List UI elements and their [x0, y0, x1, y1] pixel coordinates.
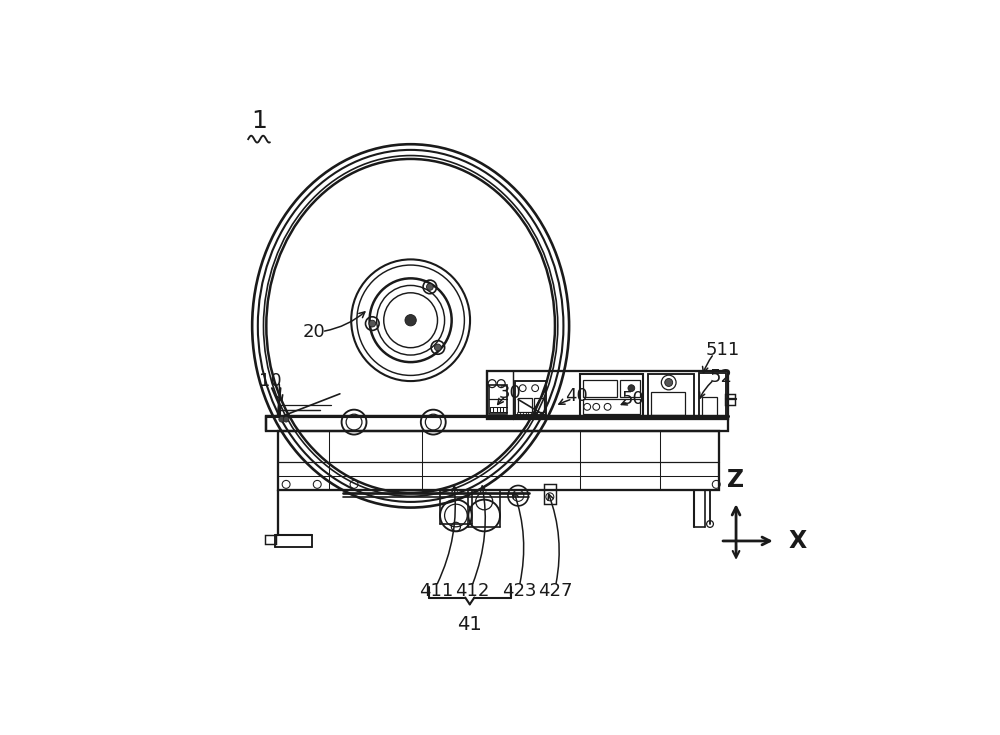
Circle shape: [279, 417, 284, 422]
Circle shape: [369, 320, 376, 327]
Text: 30: 30: [498, 384, 521, 402]
Circle shape: [405, 315, 416, 326]
Bar: [489, 385, 507, 414]
Text: 427: 427: [538, 581, 573, 600]
Bar: [266, 417, 728, 431]
Text: 412: 412: [455, 581, 489, 600]
Bar: [580, 374, 643, 417]
Text: X: X: [788, 529, 806, 553]
Bar: [515, 381, 546, 415]
Text: 52: 52: [709, 368, 732, 386]
Bar: [278, 431, 719, 490]
Bar: [699, 373, 726, 419]
Bar: [725, 394, 735, 405]
Bar: [518, 398, 532, 412]
Text: 411: 411: [419, 581, 453, 600]
Circle shape: [628, 384, 635, 392]
Bar: [534, 398, 544, 412]
Text: 423: 423: [502, 581, 537, 600]
Bar: [544, 484, 556, 504]
Text: 1: 1: [251, 109, 267, 133]
Circle shape: [426, 284, 433, 290]
Text: 511: 511: [706, 340, 740, 359]
Bar: [487, 371, 728, 419]
Circle shape: [665, 379, 673, 387]
Bar: [702, 397, 717, 417]
Text: Z: Z: [727, 468, 745, 492]
Bar: [265, 535, 276, 544]
Text: 10: 10: [259, 373, 282, 390]
Circle shape: [283, 417, 289, 422]
Bar: [583, 380, 617, 397]
Bar: [620, 380, 640, 397]
Bar: [651, 392, 685, 415]
Circle shape: [434, 344, 441, 351]
Text: 50: 50: [621, 390, 644, 409]
Bar: [648, 374, 694, 418]
Text: 40: 40: [565, 387, 588, 405]
Text: 20: 20: [303, 323, 326, 340]
Bar: [583, 400, 640, 414]
Text: 41: 41: [457, 614, 482, 634]
